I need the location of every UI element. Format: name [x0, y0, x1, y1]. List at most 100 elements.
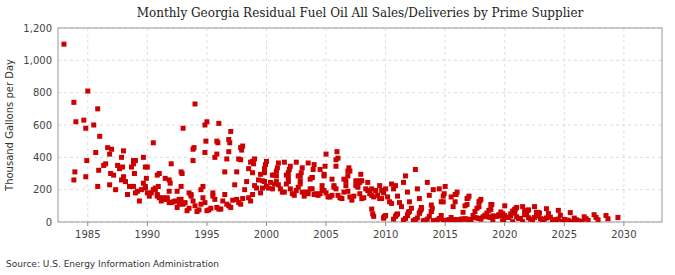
point	[367, 191, 372, 196]
point	[596, 217, 601, 222]
x-tick-label: 1995	[194, 229, 219, 240]
point	[183, 200, 188, 205]
point	[251, 161, 256, 166]
point	[546, 214, 551, 219]
point	[461, 210, 466, 215]
point	[318, 167, 323, 172]
point	[586, 218, 591, 222]
point	[107, 182, 112, 187]
point	[323, 164, 328, 169]
point	[488, 202, 493, 207]
point	[95, 106, 100, 111]
x-tick	[326, 222, 327, 226]
point	[187, 206, 192, 211]
point	[220, 198, 225, 203]
point	[300, 165, 305, 170]
point	[371, 214, 376, 219]
point	[119, 155, 124, 160]
y-grid-line	[58, 125, 662, 126]
x-tick-label: 2030	[611, 229, 636, 240]
point	[270, 186, 275, 191]
point	[131, 184, 136, 189]
point	[455, 190, 460, 195]
point	[274, 173, 279, 178]
point	[216, 121, 221, 126]
y-tick-label: 1,200	[23, 23, 52, 34]
x-tick-label: 2025	[552, 229, 577, 240]
page: {"chart_data": { "type": "scatter", "tit…	[0, 0, 675, 275]
point	[330, 177, 335, 182]
point	[498, 209, 503, 214]
point	[200, 195, 205, 200]
point	[204, 119, 209, 124]
point	[430, 206, 435, 211]
point	[343, 183, 348, 188]
point	[121, 148, 126, 153]
point	[490, 219, 495, 222]
point	[415, 215, 420, 220]
points	[61, 42, 620, 222]
point	[155, 192, 160, 197]
point	[125, 192, 130, 197]
point	[320, 183, 325, 188]
point	[331, 185, 336, 190]
point	[218, 207, 223, 212]
point	[403, 173, 408, 178]
point	[576, 218, 581, 222]
point	[109, 147, 114, 152]
point	[145, 165, 150, 170]
point	[141, 181, 146, 186]
point	[379, 196, 384, 201]
point	[413, 167, 418, 172]
point	[298, 178, 303, 183]
point	[113, 187, 118, 192]
plot-frame	[58, 28, 662, 222]
point	[260, 178, 265, 183]
point	[81, 118, 86, 123]
point	[514, 205, 519, 210]
point	[500, 219, 505, 222]
point	[167, 189, 172, 194]
point	[465, 202, 470, 207]
point	[615, 215, 620, 220]
point	[203, 139, 208, 144]
point	[108, 171, 113, 176]
x-tick	[623, 222, 624, 226]
point	[72, 169, 77, 174]
point	[258, 190, 263, 195]
point	[500, 219, 505, 222]
point	[272, 182, 277, 187]
point	[427, 214, 432, 219]
point	[361, 195, 366, 200]
point	[467, 194, 472, 199]
point	[284, 182, 289, 187]
point	[566, 218, 571, 222]
point	[488, 207, 493, 212]
point	[365, 180, 370, 185]
point	[358, 172, 363, 177]
point	[180, 171, 185, 176]
point	[439, 213, 444, 218]
x-grid-line	[623, 28, 624, 222]
point	[476, 204, 481, 209]
point	[383, 213, 388, 218]
point	[442, 191, 447, 196]
point	[399, 204, 404, 209]
point	[191, 198, 196, 203]
point	[132, 171, 137, 176]
y-tick-label: 400	[33, 152, 52, 163]
point	[222, 192, 227, 197]
point	[405, 190, 410, 195]
point	[478, 197, 483, 202]
point	[61, 42, 66, 47]
point	[168, 181, 173, 186]
x-grid-line	[504, 28, 505, 222]
x-tick-label: 1985	[75, 229, 100, 240]
point	[252, 156, 257, 161]
axes: 02004006008001,0001,20019851990199520002…	[23, 23, 636, 241]
point	[520, 219, 525, 222]
point	[330, 193, 335, 198]
point	[502, 203, 507, 208]
grid	[58, 28, 662, 222]
point	[84, 158, 89, 163]
